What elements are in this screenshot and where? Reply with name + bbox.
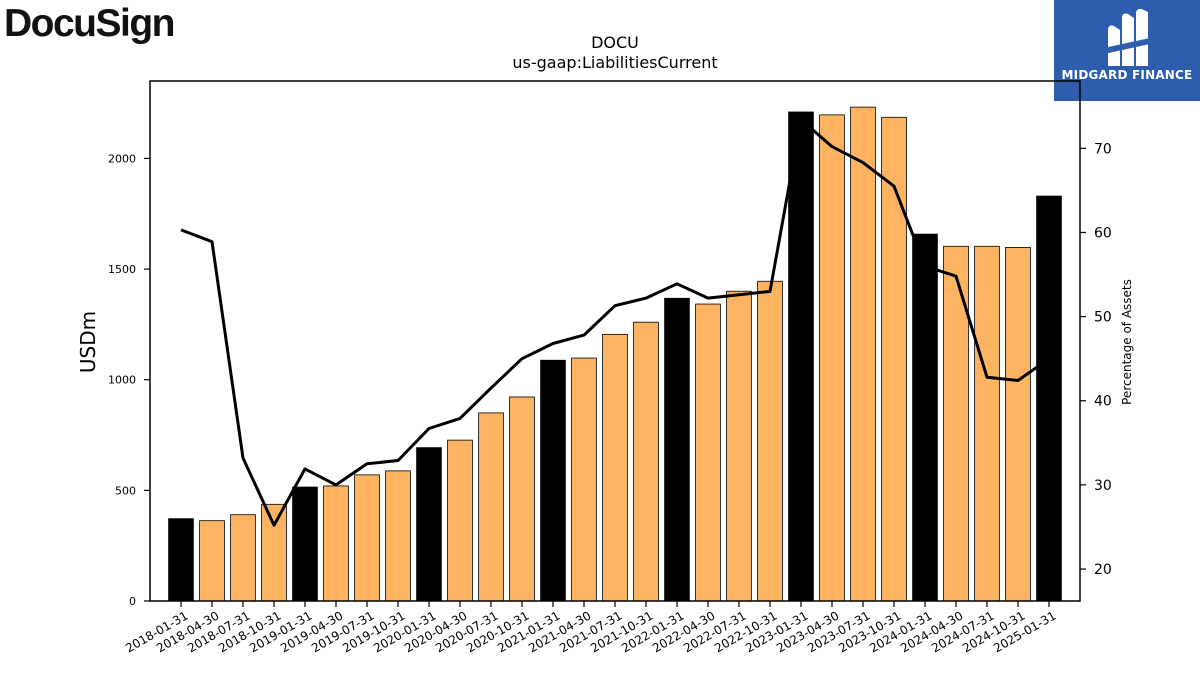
y2-tick-label-50: 50 [1094, 310, 1112, 326]
bar-2024-07-31 [974, 245, 1000, 602]
bar-2022-07-31 [726, 290, 752, 602]
bar-2018-04-30 [199, 520, 225, 602]
docusign-logo: DocuSign [4, 2, 176, 45]
bar-2021-10-31 [633, 321, 659, 602]
bar-2021-04-30 [571, 357, 597, 602]
bar-2019-04-30 [323, 485, 349, 602]
bar-2018-10-31 [261, 503, 287, 602]
bar-2024-01-31 [912, 233, 938, 602]
y2-tick-label-30: 30 [1094, 478, 1112, 494]
bar-2020-07-31 [478, 412, 504, 602]
bar-2022-01-31 [664, 297, 690, 602]
bar-series [168, 106, 1062, 602]
bar-2020-10-31 [509, 396, 535, 602]
bar-2019-10-31 [385, 470, 411, 602]
y2-tick-label-60: 60 [1094, 225, 1112, 241]
bar-2024-10-31 [1005, 246, 1031, 602]
chart-subtitle: us-gaap:LiabilitiesCurrent [512, 53, 717, 72]
percentage-line-series [180, 118, 1050, 527]
bar-2021-07-31 [602, 333, 628, 602]
bar-2023-10-31 [881, 116, 907, 602]
chart-title: DOCU [591, 33, 639, 52]
y-tick-label-0: 0 [129, 595, 136, 608]
bar-2019-07-31 [354, 474, 380, 602]
bar-2018-01-31 [168, 518, 194, 602]
bar-2020-04-30 [447, 439, 473, 602]
bar-2023-04-30 [819, 114, 845, 602]
partner-logo-text: MIDGARD FINANCE [1061, 68, 1193, 82]
bar-2023-01-31 [788, 111, 814, 602]
y-tick-label-1500: 1500 [108, 263, 136, 276]
bar-2019-01-31 [292, 486, 318, 602]
midgard-mark-icon [1104, 8, 1150, 66]
bar-2020-01-31 [416, 447, 442, 602]
y2-tick-label-70: 70 [1094, 141, 1112, 157]
bar-2021-01-31 [540, 359, 566, 602]
y-axis-label: USDm [76, 311, 100, 373]
bar-2022-04-30 [695, 303, 721, 602]
y-tick-label-500: 500 [115, 484, 136, 497]
y2-axis-label: Percentage of Assets [1120, 279, 1134, 405]
bar-2025-01-31 [1036, 195, 1062, 602]
midgard-finance-logo: MIDGARD FINANCE [1054, 0, 1200, 101]
bar-2018-07-31 [230, 514, 256, 602]
bar-2023-07-31 [850, 106, 876, 602]
y-tick-label-2000: 2000 [108, 152, 136, 165]
percentage-line [180, 118, 1050, 527]
bar-2022-10-31 [757, 280, 783, 602]
y2-tick-label-20: 20 [1094, 562, 1112, 578]
y2-tick-label-40: 40 [1094, 394, 1112, 410]
y-tick-label-1000: 1000 [108, 374, 136, 387]
